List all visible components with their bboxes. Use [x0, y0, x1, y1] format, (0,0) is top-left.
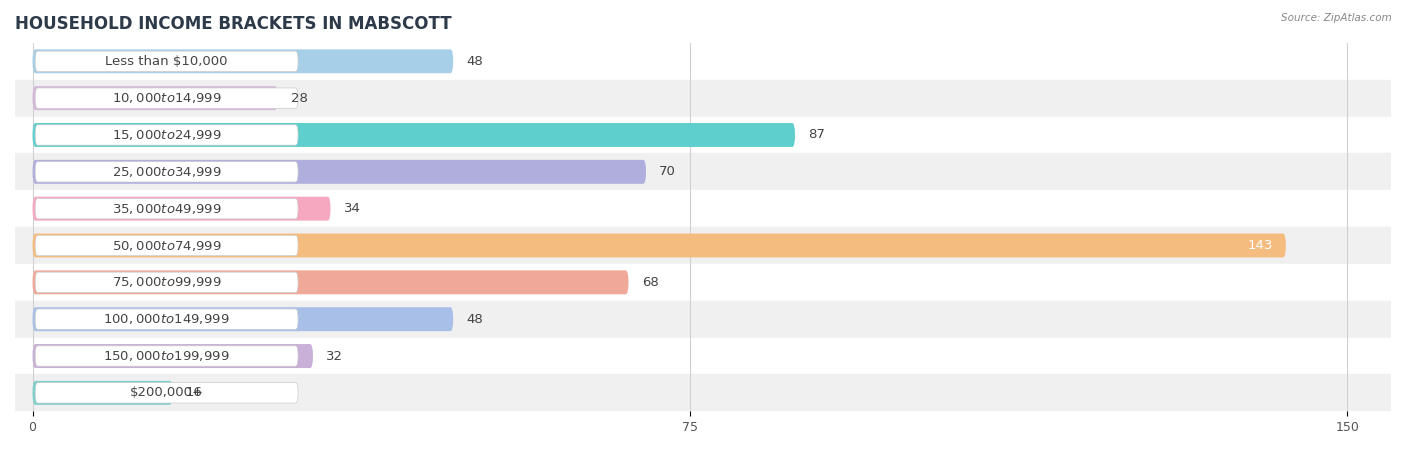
Text: $100,000 to $149,999: $100,000 to $149,999	[104, 312, 231, 326]
FancyBboxPatch shape	[32, 123, 794, 147]
Text: $75,000 to $99,999: $75,000 to $99,999	[112, 275, 222, 289]
Bar	[15, 227, 1391, 264]
FancyBboxPatch shape	[32, 233, 1286, 257]
Text: 70: 70	[659, 165, 676, 178]
FancyBboxPatch shape	[32, 49, 453, 73]
FancyBboxPatch shape	[35, 346, 298, 366]
Text: $15,000 to $24,999: $15,000 to $24,999	[112, 128, 222, 142]
Text: HOUSEHOLD INCOME BRACKETS IN MABSCOTT: HOUSEHOLD INCOME BRACKETS IN MABSCOTT	[15, 15, 451, 33]
Bar	[15, 264, 1391, 301]
Text: $10,000 to $14,999: $10,000 to $14,999	[112, 91, 222, 105]
FancyBboxPatch shape	[32, 270, 628, 294]
FancyBboxPatch shape	[35, 198, 298, 219]
FancyBboxPatch shape	[35, 125, 298, 145]
Text: $50,000 to $74,999: $50,000 to $74,999	[112, 238, 222, 252]
FancyBboxPatch shape	[32, 381, 173, 405]
Text: 87: 87	[808, 128, 825, 141]
FancyBboxPatch shape	[35, 88, 298, 108]
Bar	[15, 154, 1391, 190]
Bar	[15, 80, 1391, 117]
FancyBboxPatch shape	[32, 197, 330, 220]
Text: 16: 16	[186, 386, 202, 399]
FancyBboxPatch shape	[35, 272, 298, 292]
Text: Less than $10,000: Less than $10,000	[105, 55, 228, 68]
Text: 48: 48	[467, 55, 484, 68]
FancyBboxPatch shape	[32, 344, 314, 368]
Text: $200,000+: $200,000+	[129, 386, 204, 399]
FancyBboxPatch shape	[35, 162, 298, 182]
FancyBboxPatch shape	[35, 383, 298, 403]
FancyBboxPatch shape	[35, 51, 298, 71]
Bar	[15, 301, 1391, 338]
Bar	[15, 338, 1391, 374]
Text: 143: 143	[1247, 239, 1272, 252]
Bar	[15, 117, 1391, 154]
Text: $25,000 to $34,999: $25,000 to $34,999	[112, 165, 222, 179]
Text: 68: 68	[641, 276, 658, 289]
Text: Source: ZipAtlas.com: Source: ZipAtlas.com	[1281, 13, 1392, 23]
Text: 48: 48	[467, 313, 484, 326]
Text: 34: 34	[343, 202, 360, 215]
Bar	[15, 43, 1391, 80]
FancyBboxPatch shape	[32, 307, 453, 331]
FancyBboxPatch shape	[32, 86, 278, 110]
Text: $150,000 to $199,999: $150,000 to $199,999	[104, 349, 231, 363]
FancyBboxPatch shape	[35, 235, 298, 255]
Text: $35,000 to $49,999: $35,000 to $49,999	[112, 202, 222, 216]
Text: 32: 32	[326, 349, 343, 362]
Text: 28: 28	[291, 92, 308, 105]
FancyBboxPatch shape	[35, 309, 298, 330]
Bar	[15, 374, 1391, 411]
Bar	[15, 190, 1391, 227]
FancyBboxPatch shape	[32, 160, 645, 184]
